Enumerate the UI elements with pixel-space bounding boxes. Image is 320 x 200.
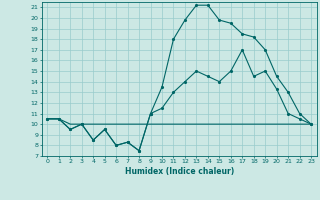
X-axis label: Humidex (Indice chaleur): Humidex (Indice chaleur)	[124, 167, 234, 176]
